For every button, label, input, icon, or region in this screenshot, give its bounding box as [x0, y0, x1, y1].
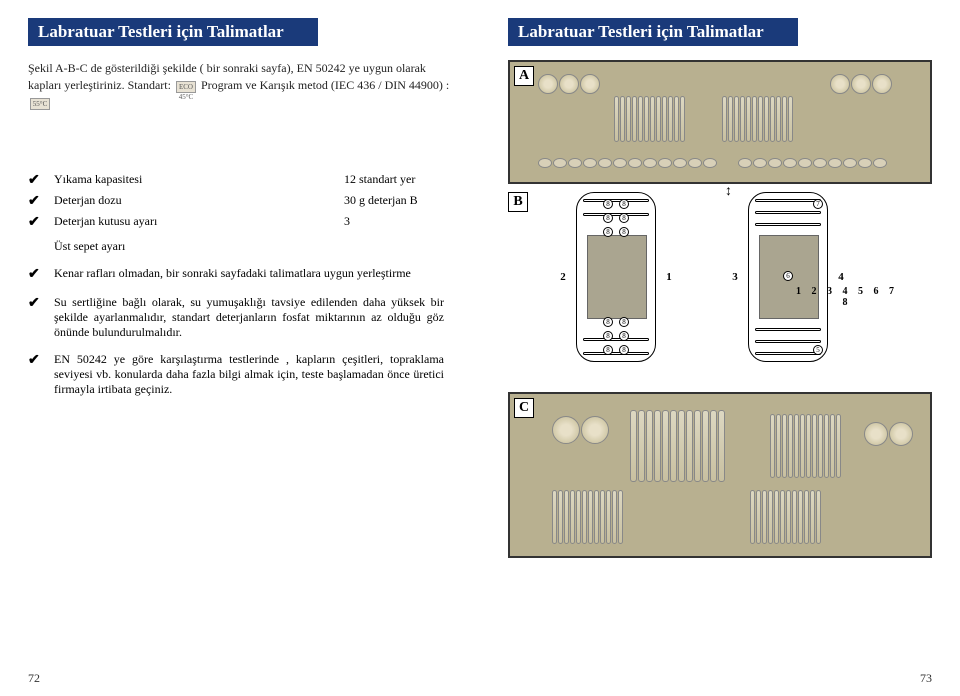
spec-label: Yıkama kapasitesi — [54, 172, 344, 187]
page-number: 72 — [28, 671, 40, 686]
slot-num: 8 — [603, 317, 613, 327]
spec-text: Su sertliğine bağlı olarak, su yumuşaklı… — [54, 295, 452, 340]
slot-num: 6 — [783, 271, 793, 281]
left-page: Labratuar Testleri için Talimatlar Şekil… — [0, 0, 480, 696]
figure-label-c: C — [514, 398, 534, 418]
spec-label: Deterjan kutusu ayarı — [54, 214, 344, 229]
rack-side-num: 1 — [664, 271, 674, 283]
check-icon: ✔ — [28, 266, 54, 283]
figure-label-b: B — [508, 192, 528, 212]
eco-icon: ECO 45°C — [176, 81, 196, 93]
spec-row: ✔ Yıkama kapasitesi 12 standart yer — [28, 172, 452, 189]
spec-label: Üst sepet ayarı — [54, 239, 344, 254]
slot-num: 8 — [603, 199, 613, 209]
slot-num: 8 — [603, 331, 613, 341]
spec-text: Kenar rafları olmadan, bir sonraki sayfa… — [54, 266, 452, 281]
check-icon: ✔ — [28, 214, 54, 231]
cutlery-racks: 2 8 8 8 8 8 8 8 8 8 8 8 — [558, 192, 846, 362]
spec-value: 3 — [344, 214, 452, 229]
slot-num: 8 — [619, 227, 629, 237]
spec-value: 30 g deterjan B — [344, 193, 452, 208]
figure-a: A — [508, 60, 932, 184]
cutlery-rack: 8 8 8 8 8 8 8 8 8 8 8 8 — [576, 192, 656, 362]
intro-part2: Program ve Karışık metod (IEC 436 / DIN … — [201, 78, 449, 92]
check-icon: ✔ — [28, 193, 54, 210]
page-title: Labratuar Testleri için Talimatlar — [28, 18, 318, 46]
page-title: Labratuar Testleri için Talimatlar — [508, 18, 798, 46]
spec-table: ✔ Yıkama kapasitesi 12 standart yer ✔ De… — [28, 172, 452, 397]
slot-num: 8 — [603, 227, 613, 237]
spec-para: ✔ EN 50242 ye göre karşılaştırma testler… — [28, 352, 452, 397]
rack-bottom-nums: 1 2 3 4 5 6 7 8 — [792, 286, 902, 308]
right-page: Labratuar Testleri için Talimatlar A — [480, 0, 960, 696]
spec-row: Üst sepet ayarı — [28, 239, 452, 254]
check-icon: ✔ — [28, 172, 54, 189]
slot-num: 8 — [619, 213, 629, 223]
rack-side-num: 2 — [558, 271, 568, 283]
rack-side-num: 4 — [836, 271, 846, 283]
spec-para: ✔ Su sertliğine bağlı olarak, su yumuşak… — [28, 295, 452, 340]
slot-num: 8 — [619, 199, 629, 209]
spec-para: ✔ Kenar rafları olmadan, bir sonraki say… — [28, 266, 452, 283]
slot-num: 8 — [603, 345, 613, 355]
arrow-icon: ↕ — [725, 184, 732, 200]
cutlery-rack: 7 6 5 — [748, 192, 828, 362]
intro-text: Şekil A-B-C de gösterildiği şekilde ( bi… — [28, 60, 452, 112]
check-icon: ✔ — [28, 352, 54, 369]
slot-num: 5 — [813, 345, 823, 355]
spec-text: EN 50242 ye göre karşılaştırma testlerin… — [54, 352, 452, 397]
spec-value: 12 standart yer — [344, 172, 452, 187]
slot-num: 8 — [619, 317, 629, 327]
slot-num: 8 — [603, 213, 613, 223]
page-number: 73 — [920, 671, 932, 686]
spec-row: ✔ Deterjan kutusu ayarı 3 — [28, 214, 452, 231]
figure-c: C — [508, 392, 932, 558]
temp-icon: 55°C — [30, 98, 50, 110]
slot-num: 8 — [619, 345, 629, 355]
slot-num: 8 — [619, 331, 629, 341]
figure-b: B ↕ 2 8 8 8 8 8 8 8 8 — [508, 192, 932, 362]
spec-label: Deterjan dozu — [54, 193, 344, 208]
check-icon: ✔ — [28, 295, 54, 312]
slot-num: 7 — [813, 199, 823, 209]
spec-row: ✔ Deterjan dozu 30 g deterjan B — [28, 193, 452, 210]
rack-side-num: 3 — [730, 271, 740, 283]
figure-label-a: A — [514, 66, 534, 86]
